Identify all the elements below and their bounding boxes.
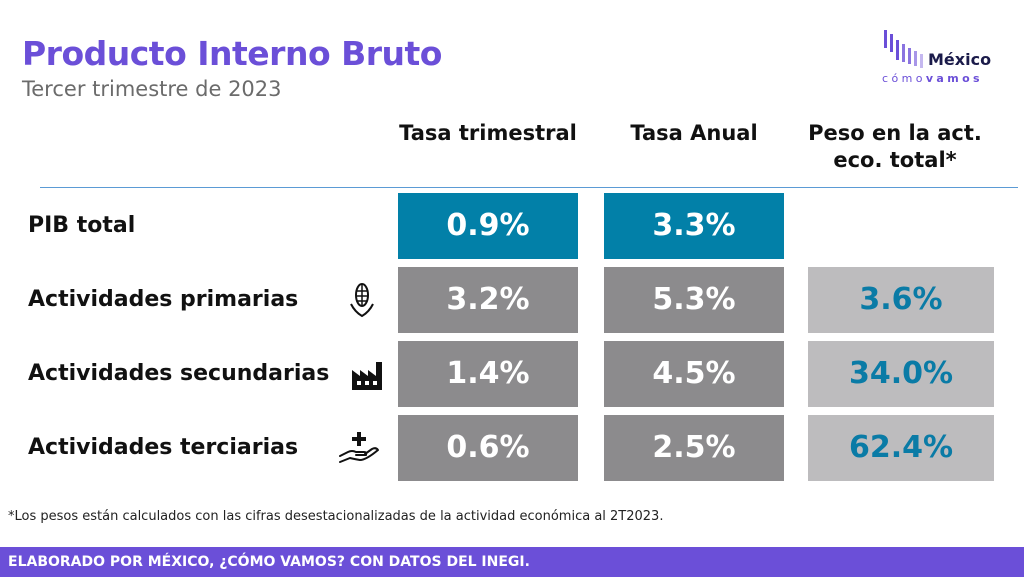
hand-plus-icon [339,432,379,463]
column-header-tasa-anual: Tasa Anual [630,121,758,145]
row-label-primarias: Actividades primarias [28,287,299,312]
logo-bars-icon [884,30,923,68]
logo-tagline-b: vamos [925,72,983,85]
corn-icon [350,283,374,318]
row-label-terciarias: Actividades terciarias [28,435,299,460]
logo-tagline: cómovamos [882,72,1007,85]
cell-secundarias-anual: 4.5% [604,341,784,407]
footer-bar: ELABORADO POR MÉXICO, ¿CÓMO VAMOS? CON D… [0,547,1024,577]
cell-secundarias-trimestral: 1.4% [398,341,578,407]
cell-pib-trimestral: 0.9% [398,193,578,259]
cell-secundarias-peso: 34.0% [808,341,994,407]
footnote: *Los pesos están calculados con las cifr… [8,509,664,524]
row-label-pib-total: PIB total [28,213,136,238]
row-label-secundarias: Actividades secundarias [28,361,330,386]
cell-primarias-trimestral: 3.2% [398,267,578,333]
cell-terciarias-peso: 62.4% [808,415,994,481]
cell-terciarias-trimestral: 0.6% [398,415,578,481]
logo-tagline-a: cómo [882,72,926,85]
logo-wordmark: México [928,50,992,69]
mexico-como-vamos-logo: México cómovamos [882,30,1007,90]
factory-icon [352,362,382,390]
header-divider [40,187,1018,188]
column-header-peso: Peso en la act. eco. total* [808,121,982,172]
cell-terciarias-anual: 2.5% [604,415,784,481]
column-header-tasa-trimestral: Tasa trimestral [399,121,577,145]
page-subtitle: Tercer trimestre de 2023 [22,77,282,101]
page-title: Producto Interno Bruto [22,34,442,73]
cell-pib-anual: 3.3% [604,193,784,259]
cell-primarias-peso: 3.6% [808,267,994,333]
cell-primarias-anual: 5.3% [604,267,784,333]
